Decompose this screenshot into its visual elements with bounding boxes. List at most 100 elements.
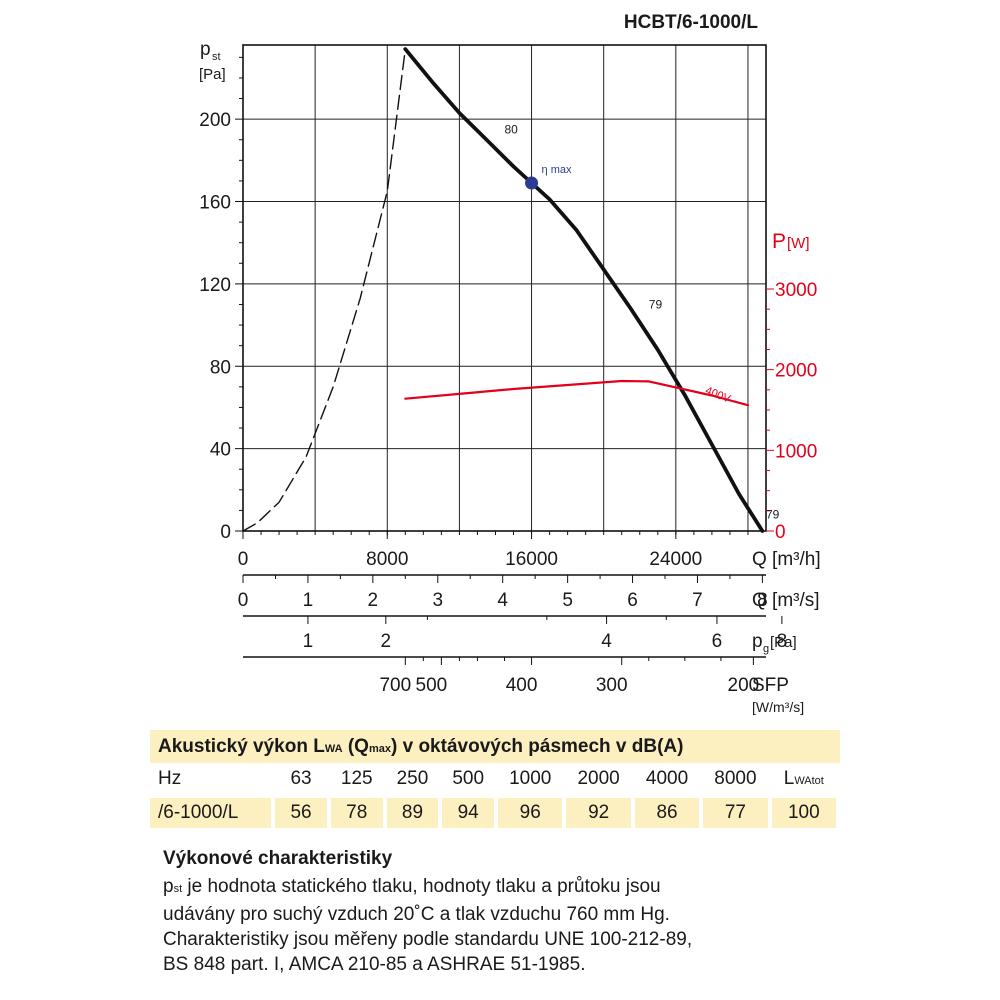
- acoustic-header-cell: 125: [340, 768, 373, 789]
- y-axis-label-sub: st: [212, 51, 221, 63]
- y-tick-label: 80: [210, 357, 231, 378]
- sfp-axis-label: SFP: [752, 675, 789, 696]
- m3s-tick-label: 6: [627, 590, 638, 611]
- m3s-tick-label: 1: [303, 590, 314, 611]
- m3s-tick-label: 0: [238, 590, 249, 611]
- pg-axis-unit: [Pa]: [770, 634, 797, 651]
- acoustic-title-part: (Q: [342, 736, 369, 757]
- plot-frame: [242, 44, 767, 532]
- acoustic-total-label: LWAtot: [772, 764, 836, 794]
- acoustic-title-sub: max: [368, 743, 391, 755]
- series: [242, 47, 765, 533]
- acoustic-header-cell: 1000: [509, 768, 552, 789]
- efficiency-label: 79: [649, 298, 663, 312]
- power-tick-label: 3000: [775, 280, 817, 301]
- m3s-tick-label: 7: [692, 590, 703, 611]
- acoustic-total-sub: WAtot: [794, 775, 824, 787]
- acoustic-header-cell: 8000: [714, 768, 757, 789]
- acoustic-value-cell: /6-1000/L: [150, 798, 272, 828]
- acoustic-value-cell: 100: [771, 798, 836, 828]
- acoustic-header-row: Hz 63 125 250 500 1000 2000 4000 8000 LW…: [150, 763, 840, 795]
- acoustic-value-cell: 89: [386, 798, 439, 828]
- performance-line: udávány pro suchý vzduch 20˚C a tlak vzd…: [163, 904, 670, 925]
- acoustic-value-cell: 86: [634, 798, 700, 828]
- y-axis-label: p: [200, 39, 211, 60]
- x-tick-label: 0: [238, 549, 249, 570]
- pg-axis-label: p: [752, 631, 763, 652]
- pg-tick-label: 4: [601, 631, 612, 652]
- m3s-tick-label: 8: [757, 590, 768, 611]
- efficiency-label: 80: [505, 123, 519, 137]
- m3s-tick-label: 5: [562, 590, 573, 611]
- sfp-tick-label: 300: [596, 675, 628, 696]
- y-tick-label: 160: [199, 193, 231, 214]
- performance-line: BS 848 part. I, AMCA 210-85 a ASHRAE 51-…: [163, 954, 586, 975]
- performance-title: Výkonové charakteristiky: [163, 848, 393, 869]
- acoustic-value-cell: 92: [566, 798, 631, 828]
- pg-tick-label: 2: [381, 631, 392, 652]
- performance-line: Charakteristiky jsou měřeny podle standa…: [163, 929, 693, 950]
- acoustic-value-cell: 78: [330, 798, 383, 828]
- pg-tick-label: 8: [777, 631, 788, 652]
- acoustic-value-cell: 94: [442, 798, 495, 828]
- sfp-tick-label: 500: [416, 675, 448, 696]
- sfp-axis-unit: [W/m³/s]: [752, 699, 804, 715]
- x-axis-label-m3s: Q [m³/s]: [752, 590, 820, 611]
- y-tick-label: 0: [220, 522, 231, 543]
- pg-axis-label-sub: g: [763, 643, 769, 655]
- acoustic-total-main: L: [783, 768, 795, 789]
- m3s-tick-label: 2: [368, 590, 379, 611]
- sfp-tick-label: 200: [728, 675, 760, 696]
- acoustic-title: Akustický výkon LWA (Qmax) v oktávových …: [150, 730, 840, 763]
- performance-line: pst je hodnota statického tlaku, hodnoty…: [163, 874, 863, 902]
- efficiency-label: 79: [766, 508, 780, 522]
- acoustic-value-cell: 96: [498, 798, 563, 828]
- power-series-label: 400V: [704, 385, 733, 406]
- x-tick-label: 24000: [649, 549, 702, 570]
- acoustic-header-cell: 500: [452, 768, 485, 789]
- performance-line-start: p: [163, 876, 174, 897]
- y-tick-label: 40: [210, 440, 231, 461]
- series-pst: [403, 47, 765, 533]
- m3s-tick-label: 3: [432, 590, 443, 611]
- x-axis-label-m3h: Q [m³/h]: [752, 549, 821, 570]
- acoustic-header-cell: 4000: [645, 768, 689, 789]
- labels: 400V η max 80 79 79: [505, 123, 780, 522]
- eta-max-label: η max: [542, 164, 572, 176]
- eta-max-marker: [525, 176, 539, 190]
- m3s-tick-label: 4: [497, 590, 508, 611]
- acoustic-value-row: /6-1000/L 56 78 89 94 96 92 86 77 100: [150, 797, 840, 829]
- power-axis-unit: [W]: [787, 235, 810, 252]
- acoustic-table: Akustický výkon LWA (Qmax) v oktávových …: [150, 730, 840, 829]
- acoustic-header-cell: 250: [396, 768, 429, 789]
- performance-line-sub: st: [173, 883, 183, 895]
- y-tick-label: 120: [199, 275, 231, 296]
- acoustic-value-cell: 56: [275, 798, 327, 828]
- performance-notes: Výkonové charakteristiky pst je hodnota …: [163, 848, 863, 977]
- y-tick-label: 200: [199, 110, 231, 131]
- acoustic-header-cell: Hz: [158, 768, 182, 789]
- x-tick-label: 8000: [366, 549, 408, 570]
- sfp-tick-label: 400: [506, 675, 538, 696]
- performance-line-rest: je hodnota statického tlaku, hodnoty tla…: [182, 876, 661, 897]
- grid: [242, 44, 767, 532]
- power-tick-label: 2000: [775, 361, 817, 382]
- power-axis-label: P: [772, 230, 786, 253]
- power-tick-label: 0: [775, 522, 786, 543]
- power-tick-label: 1000: [775, 441, 817, 462]
- pg-tick-label: 6: [712, 631, 723, 652]
- acoustic-value-cell: 77: [703, 798, 768, 828]
- acoustic-header-cell: 63: [290, 768, 312, 789]
- acoustic-title-sub: WA: [324, 743, 343, 755]
- acoustic-header-cell: 2000: [577, 768, 620, 789]
- pg-tick-label: 1: [303, 631, 314, 652]
- series-400V: [404, 379, 750, 407]
- x-tick-label: 16000: [505, 549, 558, 570]
- sfp-tick-label: 700: [379, 675, 411, 696]
- acoustic-title-part: ) v oktávových pásmech v dB(A): [391, 736, 684, 757]
- acoustic-title-part: Akustický výkon L: [158, 736, 325, 757]
- chart-title: HCBT/6-1000/L: [624, 12, 758, 33]
- series-pst-unstable: [242, 48, 406, 532]
